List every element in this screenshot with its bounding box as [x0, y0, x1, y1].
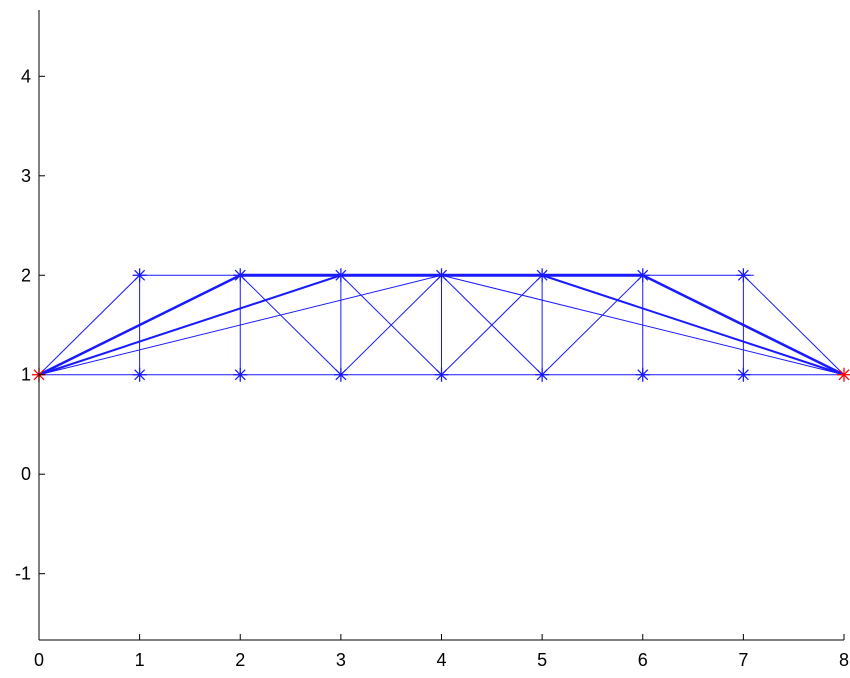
truss-member	[239, 274, 342, 376]
x-tick-label: 0	[34, 650, 44, 670]
truss-member	[38, 274, 342, 376]
truss-members	[37, 273, 846, 376]
support-node-marker	[837, 367, 850, 382]
truss-member	[441, 274, 543, 376]
truss-member	[541, 274, 644, 376]
node-marker	[736, 268, 751, 283]
node-marker	[132, 268, 147, 283]
x-tick-label: 4	[436, 650, 446, 670]
truss-member	[641, 274, 846, 376]
node-marker	[635, 367, 650, 382]
y-axis-ticks: -1 0 1 2 3 4	[15, 66, 45, 584]
node-marker	[535, 268, 550, 283]
x-tick-label: 2	[235, 650, 245, 670]
truss-nodes	[32, 268, 850, 382]
y-tick-label: 2	[21, 265, 31, 285]
y-tick-label: -1	[15, 564, 31, 584]
node-marker	[132, 367, 147, 382]
x-axis-ticks: 0 1 2 3 4 5 6 7 8	[34, 634, 849, 670]
node-marker	[233, 367, 248, 382]
x-tick-label: 7	[738, 650, 748, 670]
truss-member	[340, 274, 442, 376]
y-tick-label: 4	[21, 66, 31, 86]
node-marker	[635, 268, 650, 283]
y-tick-label: 3	[21, 166, 31, 186]
node-marker	[333, 268, 348, 283]
y-tick-label: 1	[21, 365, 31, 385]
truss-member	[37, 274, 242, 376]
x-tick-label: 5	[537, 650, 547, 670]
node-marker	[535, 367, 550, 382]
node-marker	[434, 268, 449, 283]
truss-member	[38, 274, 442, 376]
plot-area	[32, 268, 850, 382]
node-marker	[434, 367, 449, 382]
node-marker	[333, 367, 348, 382]
node-marker	[736, 367, 751, 382]
y-tick-label: 0	[21, 464, 31, 484]
truss-member	[742, 274, 845, 376]
x-tick-label: 1	[135, 650, 145, 670]
node-marker	[233, 268, 248, 283]
truss-member	[38, 274, 141, 376]
x-tick-label: 6	[638, 650, 648, 670]
truss-member	[441, 274, 845, 376]
x-tick-label: 3	[336, 650, 346, 670]
truss-member	[541, 274, 845, 376]
x-tick-label: 8	[839, 650, 849, 670]
